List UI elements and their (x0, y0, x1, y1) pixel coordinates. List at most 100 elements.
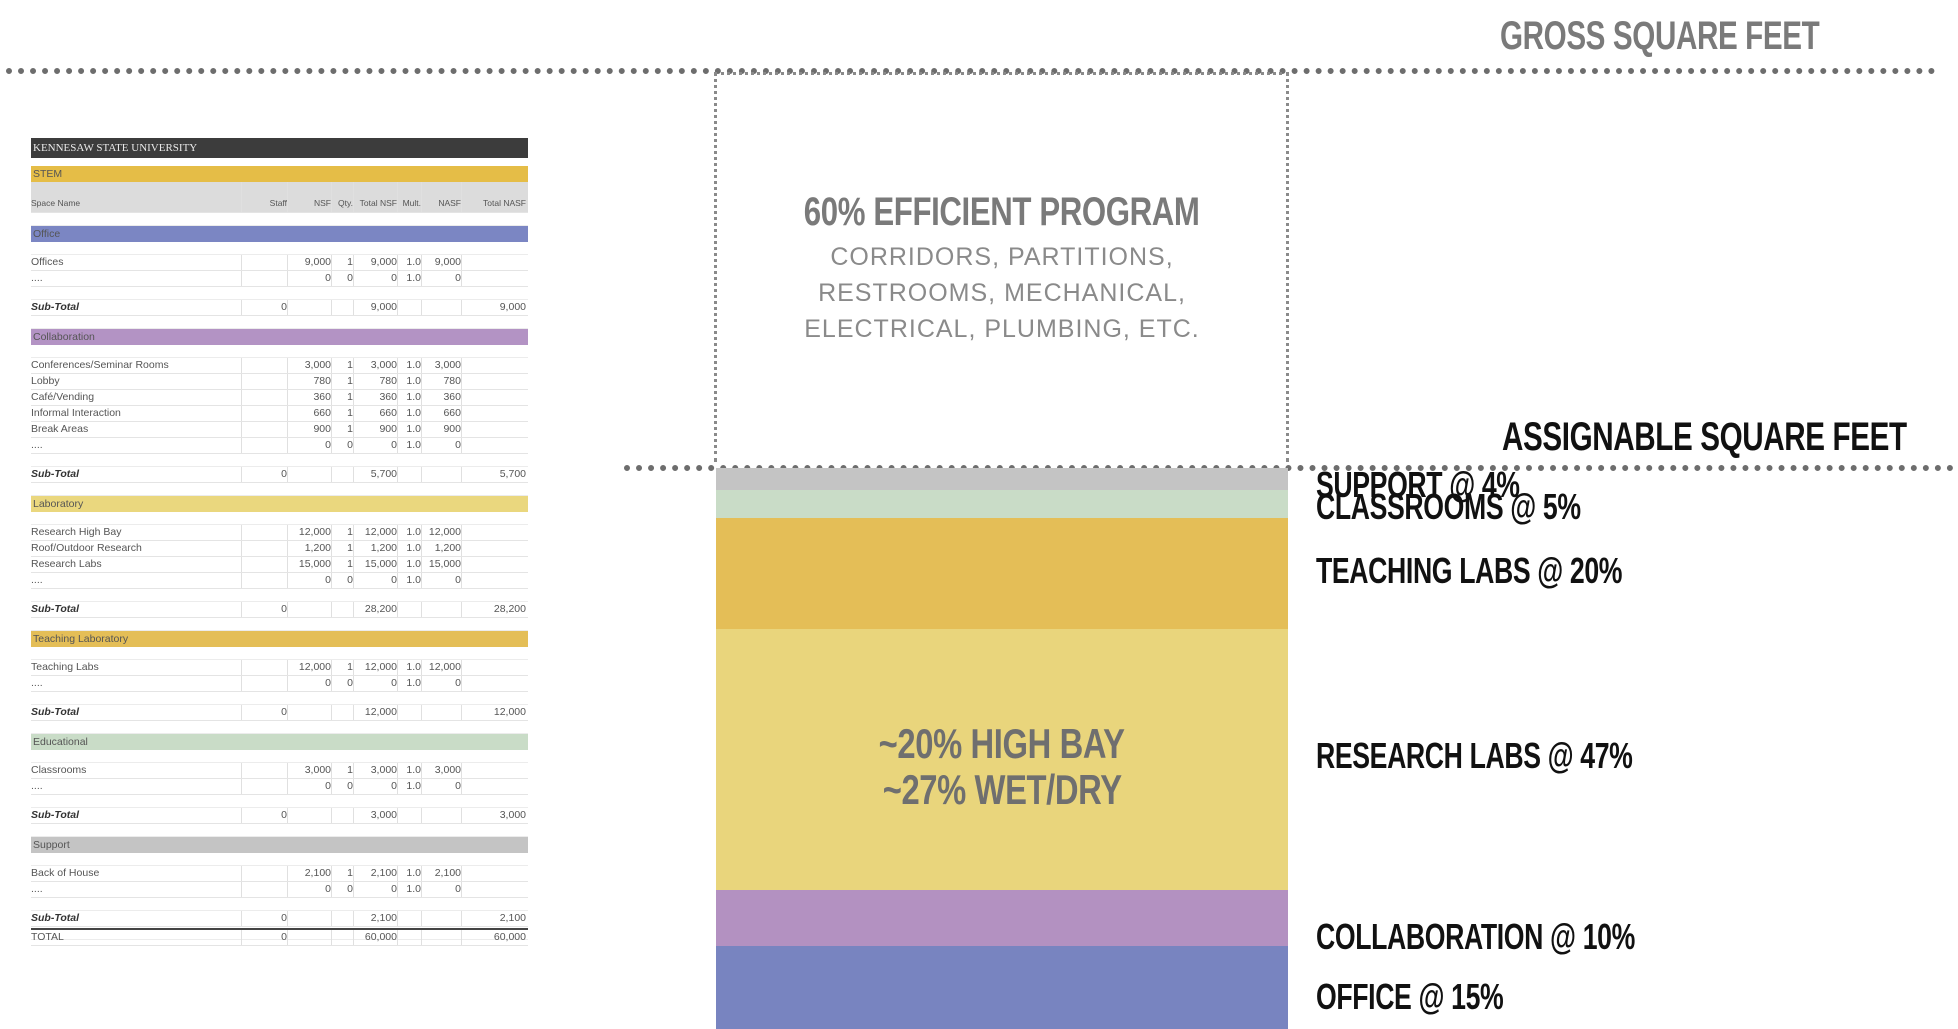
cell: 1.0 (406, 558, 421, 570)
cell (243, 255, 287, 270)
segment-collaboration (716, 890, 1288, 946)
section-banner: Laboratory (31, 496, 528, 512)
cell (463, 422, 526, 437)
label-research-labs: RESEARCH LABS @ 47% (1316, 735, 1633, 777)
cell: 1 (347, 526, 353, 538)
research-note: ~20% HIGH BAY ~27% WET/DRY (716, 720, 1288, 814)
cell (423, 705, 461, 720)
cell (463, 525, 526, 540)
cell: 0 (391, 439, 397, 451)
cell: 1.0 (406, 780, 421, 792)
cell: 1 (347, 542, 353, 554)
cell: 0 (347, 439, 353, 451)
cell: 1,200 (370, 542, 397, 554)
subtotal-row: Sub-Total 0 5,700 5,700 (31, 467, 528, 483)
cell: 12,000 (298, 526, 331, 538)
cell (243, 676, 287, 691)
cell (333, 930, 353, 945)
cell: 0 (455, 780, 461, 792)
cell (289, 930, 331, 945)
cell: 0 (391, 677, 397, 689)
label-collaboration: COLLABORATION @ 10% (1316, 916, 1635, 958)
cell: 1 (347, 661, 353, 673)
cell: 0 (347, 574, 353, 586)
cell: .... (31, 677, 43, 689)
research-note-wet-dry: ~27% WET/DRY (882, 766, 1122, 813)
cell: 0 (391, 574, 397, 586)
cell (463, 779, 526, 794)
cell (399, 911, 421, 926)
cell (333, 705, 353, 720)
subtotal-row: Sub-Total 0 28,200 28,200 (31, 602, 528, 618)
cell: 1.0 (406, 272, 421, 284)
cell (289, 911, 331, 926)
cell (243, 882, 287, 897)
cell: Sub-Total (31, 912, 80, 924)
cell: 1 (347, 867, 353, 879)
cell: Sub-Total (31, 706, 80, 718)
label-teaching-labs: TEACHING LABS @ 20% (1316, 549, 1623, 591)
column-header: Qty. (338, 198, 353, 208)
cell (399, 808, 421, 823)
cell: 1.0 (406, 391, 421, 403)
cell (463, 660, 526, 675)
cell: 0 (347, 883, 353, 895)
gross-line (6, 68, 1936, 74)
cell (333, 467, 353, 482)
cell (289, 602, 331, 617)
subtotal-row: Sub-Total 0 9,000 9,000 (31, 300, 528, 316)
cell: 1.0 (406, 867, 421, 879)
cell: 0 (347, 780, 353, 792)
cell: 0 (325, 677, 331, 689)
table-row: Conferences/Seminar Rooms 3,000 1 3,000 1.0 3… (31, 358, 528, 374)
cell (463, 763, 526, 778)
column-header: Mult. (402, 198, 421, 208)
cell (423, 930, 461, 945)
cell: 1.0 (406, 883, 421, 895)
section-banner: Office (31, 226, 528, 242)
cell (463, 390, 526, 405)
cell (399, 705, 421, 720)
cell: 3,000 (304, 359, 331, 371)
cell: 1 (347, 423, 353, 435)
total-row: TOTAL 0 60,000 60,000 (31, 928, 528, 946)
cell: 5,700 (370, 468, 397, 480)
cell (423, 300, 461, 315)
cell: 12,000 (364, 661, 397, 673)
cell: 1 (347, 375, 353, 387)
cell: 12,000 (428, 526, 461, 538)
cell: 1.0 (406, 359, 421, 371)
cell: 0 (281, 301, 287, 313)
column-header: Space Name (31, 198, 81, 208)
cell (463, 438, 526, 453)
table-row: Classrooms 3,000 1 3,000 1.0 3,000 (31, 763, 528, 779)
cell: Offices (31, 256, 64, 268)
cell (289, 467, 331, 482)
cell: 660 (379, 407, 397, 419)
cell: 1.0 (406, 439, 421, 451)
cell (463, 676, 526, 691)
cell (289, 300, 331, 315)
cell: 3,000 (434, 359, 461, 371)
cell: 900 (443, 423, 461, 435)
cell: Sub-Total (31, 809, 80, 821)
header-row: Space Name Staff NSF Qty. Total NSF Mult. NASF… (31, 182, 528, 213)
program-spreadsheet: KENNESAW STATE UNIVERSITY STEM Space Nam… (31, 138, 528, 946)
cell: 0 (391, 272, 397, 284)
cell: Sub-Total (31, 301, 80, 313)
cell (243, 660, 287, 675)
sheet-title: KENNESAW STATE UNIVERSITY (31, 138, 528, 158)
segment-teaching-labs (716, 517, 1288, 630)
table-row: Back of House 2,100 1 2,100 1.0 2,100 (31, 866, 528, 882)
cell (243, 271, 287, 286)
cell: 1 (347, 764, 353, 776)
cell: 0 (455, 439, 461, 451)
cell: Research Labs (31, 558, 102, 570)
cell: 360 (379, 391, 397, 403)
cell: 2,100 (434, 867, 461, 879)
cell (289, 808, 331, 823)
cell (243, 422, 287, 437)
cell: 9,000 (499, 301, 526, 313)
cell: 2,100 (499, 912, 526, 924)
cell (243, 406, 287, 421)
